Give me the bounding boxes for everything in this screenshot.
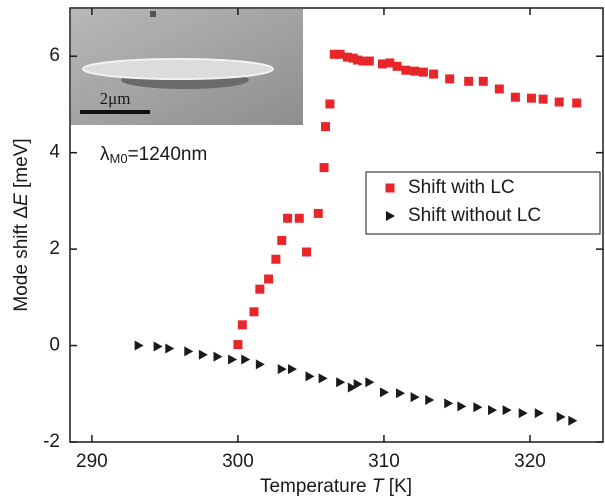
marker bbox=[153, 341, 163, 352]
marker bbox=[283, 213, 293, 223]
legend-box bbox=[365, 171, 601, 235]
marker bbox=[534, 408, 544, 419]
marker bbox=[365, 377, 375, 388]
marker bbox=[318, 373, 328, 384]
x-tick-label: 310 bbox=[368, 451, 400, 472]
marker bbox=[325, 99, 335, 109]
marker bbox=[554, 97, 564, 107]
y-tick-label: 2 bbox=[49, 238, 60, 259]
marker bbox=[241, 354, 251, 365]
x-tick-label: 290 bbox=[76, 451, 108, 472]
marker bbox=[228, 354, 238, 365]
legend-marker bbox=[385, 183, 395, 193]
y-tick-label: 4 bbox=[49, 142, 60, 163]
marker bbox=[392, 61, 402, 71]
x-tick-label: 320 bbox=[514, 451, 546, 472]
marker bbox=[342, 52, 352, 62]
marker bbox=[165, 343, 175, 354]
plot-frame bbox=[69, 7, 604, 443]
marker bbox=[319, 163, 329, 173]
legend-label: Shift with LC bbox=[408, 177, 515, 198]
marker bbox=[198, 349, 208, 360]
marker bbox=[377, 59, 387, 69]
marker bbox=[425, 395, 435, 406]
marker bbox=[568, 415, 578, 426]
marker bbox=[572, 98, 582, 108]
marker bbox=[233, 340, 243, 350]
marker bbox=[502, 405, 512, 416]
marker bbox=[457, 401, 467, 412]
marker bbox=[385, 58, 395, 68]
inset-scale-label: 2μm bbox=[100, 89, 131, 108]
marker bbox=[473, 402, 483, 413]
marker bbox=[237, 320, 247, 330]
marker bbox=[294, 213, 304, 223]
marker bbox=[336, 377, 346, 388]
marker bbox=[305, 371, 315, 382]
marker bbox=[271, 254, 281, 264]
marker bbox=[277, 235, 287, 245]
marker bbox=[364, 56, 374, 66]
marker bbox=[464, 76, 474, 86]
marker bbox=[255, 359, 265, 370]
y-tick-label: 6 bbox=[49, 45, 60, 66]
y-axis-label: Mode shift ΔE [meV] bbox=[11, 138, 32, 311]
y-tick-label: -2 bbox=[43, 431, 60, 452]
marker bbox=[353, 379, 363, 390]
marker bbox=[488, 405, 498, 416]
y-tick-label: 0 bbox=[49, 335, 60, 356]
inset-image bbox=[71, 9, 303, 125]
marker bbox=[518, 408, 528, 419]
marker bbox=[302, 247, 312, 257]
marker bbox=[379, 387, 389, 398]
marker bbox=[335, 49, 345, 59]
marker bbox=[510, 92, 520, 102]
marker bbox=[134, 340, 144, 351]
marker bbox=[255, 284, 265, 294]
annotation: λM0=1240nm bbox=[100, 144, 207, 166]
marker bbox=[410, 66, 420, 76]
x-axis-label: Temperature T [K] bbox=[260, 476, 412, 497]
marker bbox=[353, 55, 363, 65]
marker bbox=[396, 388, 406, 399]
marker bbox=[538, 94, 548, 104]
x-tick-label: 300 bbox=[222, 451, 254, 472]
legend-marker bbox=[386, 211, 395, 221]
legend-label: Shift without LC bbox=[408, 205, 541, 226]
marker bbox=[494, 84, 504, 94]
marker bbox=[287, 364, 297, 375]
marker bbox=[264, 274, 274, 284]
marker bbox=[401, 65, 411, 75]
marker bbox=[359, 56, 369, 66]
marker bbox=[213, 351, 223, 362]
marker bbox=[429, 69, 439, 79]
marker bbox=[526, 93, 536, 103]
marker bbox=[321, 122, 331, 132]
marker bbox=[184, 346, 194, 357]
marker bbox=[444, 398, 454, 409]
marker bbox=[478, 76, 488, 86]
marker bbox=[410, 392, 420, 403]
marker bbox=[418, 67, 428, 77]
marker bbox=[313, 208, 323, 218]
marker bbox=[277, 364, 287, 375]
marker bbox=[556, 411, 566, 422]
marker bbox=[249, 307, 259, 317]
marker bbox=[329, 49, 339, 59]
marker bbox=[445, 74, 455, 84]
marker bbox=[347, 382, 357, 393]
